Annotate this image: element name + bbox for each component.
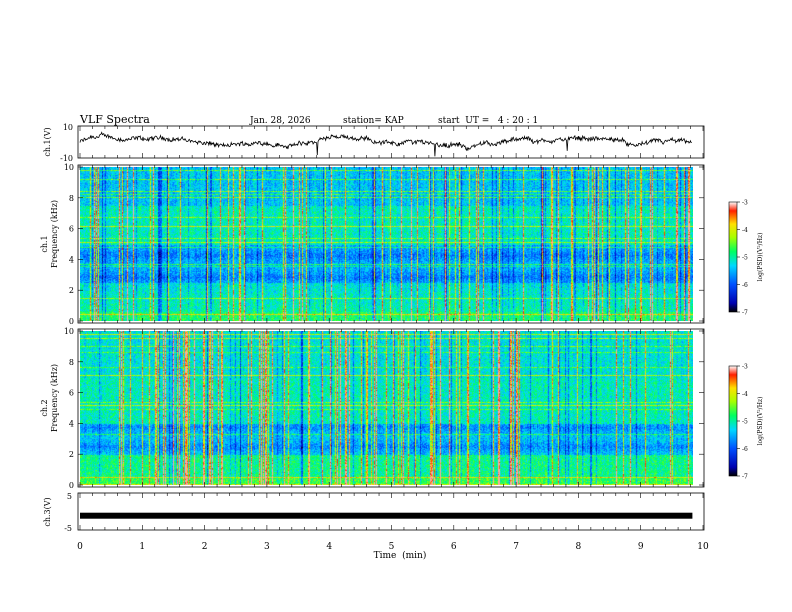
x-tick-label: 6 [451,542,457,552]
ch2-spectrogram-ylabel: Frequency (kHz) [50,364,59,432]
x-tick-label: 4 [326,542,332,552]
ch1-spectrogram-panel: 0 2 4 6 8 10 ch.1 Frequency (kHz) [40,163,705,326]
ch1-waveform-panel: 10 -10 ch.1(V) [43,123,705,163]
date-label: Jan. 28, 2026 [249,116,311,126]
ch1-ylabel: ch.1(V) [43,127,52,156]
ch3-ytick-top: 5 [67,492,72,501]
x-tick-label: 1 [139,542,145,552]
ch1-ytick-top: 10 [63,123,73,132]
ch3-signal-panel: 5 -5 ch.3(V) [43,492,705,533]
x-tick-label: 0 [77,542,83,552]
figure-title: VLF Spectra [79,113,150,126]
ch1-spectrogram-channel-label: ch.1 [40,235,49,252]
y-tick-label: 8 [69,358,74,367]
x-axis-label: Time (min) [374,550,427,561]
y-tick-label: 4 [69,255,74,264]
station-label: station= KAP [343,116,404,126]
x-tick-label: 8 [576,542,582,552]
y-tick-label: 0 [69,317,74,326]
colorbar-tick-label: -5 [742,419,748,426]
ch1-waveform-line [79,131,692,157]
y-tick-label: 6 [69,389,74,398]
x-tick-label: 9 [638,542,644,552]
colorbar-tick-label: -4 [742,227,748,234]
x-tick-label: 5 [389,542,395,552]
ch1-spectrogram-image [80,167,693,321]
y-tick-label: 4 [69,419,74,428]
ch3-ylabel: ch.3(V) [43,497,52,526]
y-tick-label: 2 [69,286,74,295]
colorbar-tick-label: -7 [742,474,748,481]
y-tick-label: 0 [69,481,74,490]
colorbar-tick-label: -3 [742,200,748,207]
ch2-colorbar-label: log(PSD)(V²/Hz) [757,397,764,446]
colorbar-tick-label: -6 [742,446,748,453]
x-tick-label: 7 [513,542,519,552]
ch1-ytick-bottom: -10 [60,154,73,163]
ch2-colorbar: -3 -4 -5 -6 -7 log(PSD)(V²/Hz) [728,364,764,481]
y-tick-label: 6 [69,225,74,234]
ch1-colorbar-label: log(PSD)(V²/Hz) [757,233,764,282]
x-tick-label: 3 [264,542,270,552]
ch3-signal-band [80,512,693,519]
colorbar-tick-label: -7 [742,310,748,317]
x-tick-label: 2 [202,542,208,552]
x-tick-label: 10 [697,542,709,552]
ch3-ytick-bottom: -5 [64,524,72,533]
ch2-spectrogram-image [80,331,693,485]
colorbar-tick-label: -6 [742,282,748,289]
y-tick-label: 10 [64,327,74,336]
y-tick-label: 2 [69,450,74,459]
colorbar-tick-label: -5 [742,255,748,262]
colorbar-tick-label: -4 [742,391,748,398]
ch1-spectrogram-ylabel: Frequency (kHz) [50,200,59,268]
start-ut-label: start UT = 4 : 20 : 1 [438,116,538,126]
ch2-spectrogram-channel-label: ch.2 [40,399,49,416]
colorbar-tick-label: -3 [742,364,748,371]
y-tick-label: 8 [69,194,74,203]
y-tick-label: 10 [64,163,74,172]
ch2-spectrogram-panel: 0 2 4 6 8 10 ch.2 Frequency (kHz) [40,327,705,490]
ch1-colorbar: -3 -4 -5 -6 -7 log(PSD)(V²/Hz) [728,200,764,317]
